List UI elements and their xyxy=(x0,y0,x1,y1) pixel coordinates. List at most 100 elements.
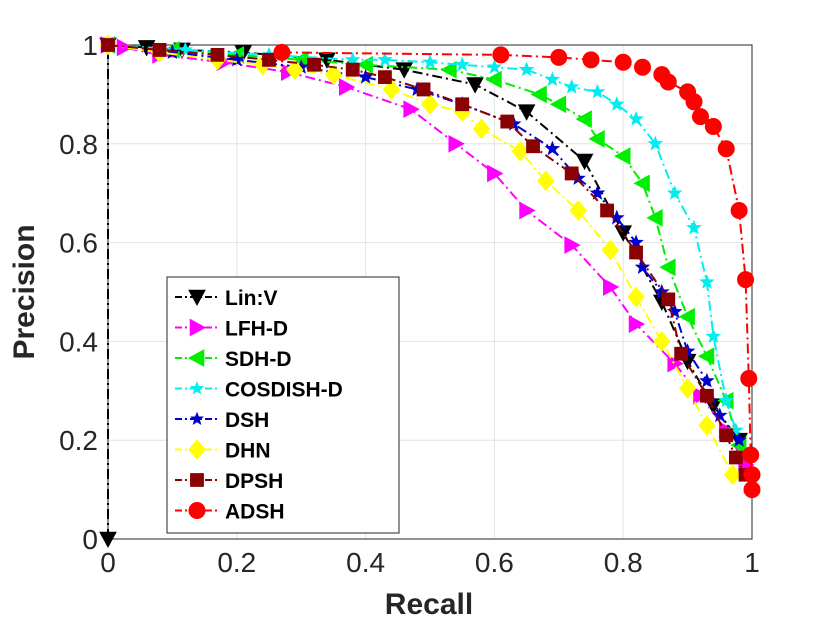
data-point xyxy=(740,369,758,387)
series-line xyxy=(107,44,747,476)
data-point xyxy=(629,245,643,260)
y-tick-label: 0.4 xyxy=(59,326,98,357)
data-point xyxy=(210,47,225,62)
legend-box xyxy=(166,276,400,534)
data-point xyxy=(487,164,504,183)
data-point xyxy=(338,78,356,96)
x-tick-label: 1 xyxy=(744,547,760,578)
data-point xyxy=(628,111,644,126)
legend-label: DHN xyxy=(225,440,271,463)
data-point xyxy=(188,502,206,519)
data-point xyxy=(614,53,632,71)
data-point xyxy=(628,315,646,333)
data-point xyxy=(422,54,438,69)
data-point xyxy=(492,46,510,64)
data-point xyxy=(686,219,702,235)
series-adsh xyxy=(273,43,761,499)
data-point xyxy=(403,100,420,119)
data-point xyxy=(564,236,581,254)
data-point xyxy=(189,318,207,337)
data-point xyxy=(674,346,689,361)
data-point xyxy=(627,286,645,308)
data-point xyxy=(742,446,760,464)
data-point xyxy=(189,381,205,395)
data-point xyxy=(659,258,676,277)
data-point xyxy=(698,414,716,436)
data-point xyxy=(589,83,606,99)
data-point xyxy=(440,60,457,79)
data-point xyxy=(661,292,676,307)
data-point xyxy=(324,64,343,86)
data-point xyxy=(603,278,620,296)
data-point xyxy=(575,153,594,171)
data-point xyxy=(600,203,614,218)
y-axis-title: Precision xyxy=(8,224,41,359)
data-point xyxy=(395,62,414,79)
legend-entry: DSH xyxy=(175,409,269,432)
data-point xyxy=(152,43,167,57)
data-point xyxy=(517,104,536,121)
y-tick-label: 0.6 xyxy=(59,228,98,259)
data-point xyxy=(614,147,631,165)
data-point xyxy=(519,201,536,220)
data-point xyxy=(666,185,683,200)
data-point xyxy=(472,118,491,140)
data-point xyxy=(704,118,722,136)
data-point xyxy=(737,271,755,289)
data-point xyxy=(101,38,115,52)
data-point xyxy=(544,71,561,87)
data-point xyxy=(537,170,555,192)
data-point xyxy=(563,78,580,94)
data-point xyxy=(659,73,677,91)
data-point xyxy=(564,166,579,181)
legend-entry: ADSH xyxy=(175,501,285,524)
data-point xyxy=(518,61,535,77)
data-point xyxy=(589,185,606,200)
data-point xyxy=(719,428,734,443)
data-point xyxy=(99,531,117,549)
legend-label: DPSH xyxy=(225,470,283,493)
x-tick-label: 0.6 xyxy=(475,547,514,578)
data-point xyxy=(188,439,206,460)
data-point xyxy=(700,388,714,403)
legend-label: COSDISH-D xyxy=(225,379,343,402)
data-point xyxy=(455,97,470,112)
data-point xyxy=(344,51,361,67)
data-point xyxy=(116,38,134,57)
data-point xyxy=(647,135,664,151)
legend-label: ADSH xyxy=(225,501,285,524)
y-tick-label: 0.2 xyxy=(59,425,98,456)
data-point xyxy=(530,85,547,104)
data-point xyxy=(544,140,561,156)
data-point xyxy=(634,259,651,274)
data-point xyxy=(729,450,743,465)
data-point xyxy=(731,431,747,447)
data-point xyxy=(187,349,205,367)
data-point xyxy=(628,234,644,250)
data-point xyxy=(526,139,540,154)
data-point xyxy=(345,62,360,77)
data-point xyxy=(633,174,650,193)
data-point xyxy=(466,77,484,94)
data-point xyxy=(685,93,703,111)
data-point xyxy=(717,140,735,158)
data-point xyxy=(575,110,592,128)
data-point xyxy=(188,289,206,307)
data-point xyxy=(382,79,401,100)
data-point xyxy=(500,114,515,129)
data-point xyxy=(307,57,321,72)
series-dpsh xyxy=(101,38,753,482)
data-point xyxy=(608,96,625,111)
data-point xyxy=(634,58,652,76)
data-point xyxy=(678,307,695,326)
x-tick-label: 0.2 xyxy=(217,547,256,578)
legend-label: LFH-D xyxy=(225,318,288,341)
data-point xyxy=(678,377,697,399)
data-point xyxy=(549,95,567,114)
legend-entry: DPSH xyxy=(175,470,283,493)
data-point xyxy=(485,70,502,89)
legend-label: Lin:V xyxy=(225,287,278,310)
data-point xyxy=(189,411,205,426)
series xyxy=(98,34,761,549)
